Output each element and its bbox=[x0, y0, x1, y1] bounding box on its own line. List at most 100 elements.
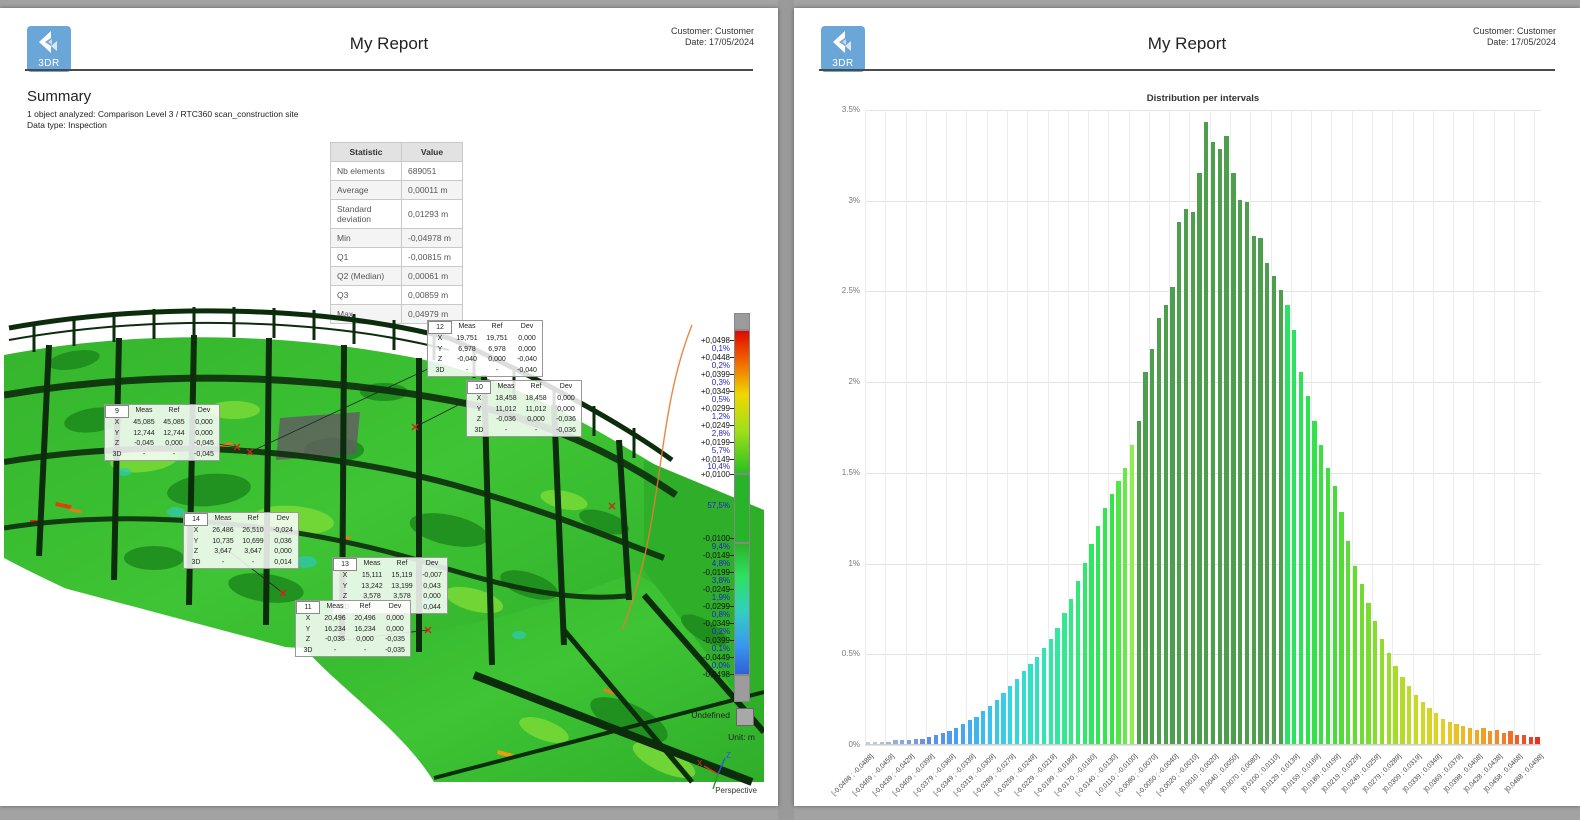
3dr-logo[interactable]: 3DR bbox=[27, 26, 71, 72]
histogram-bar[interactable] bbox=[954, 727, 959, 744]
histogram-bar[interactable] bbox=[1183, 208, 1189, 744]
histogram-bar[interactable] bbox=[1379, 638, 1385, 744]
histogram-bar[interactable] bbox=[1434, 713, 1439, 744]
histogram-bar[interactable] bbox=[1136, 421, 1141, 744]
histogram-bar[interactable] bbox=[900, 740, 905, 744]
histogram-bar[interactable] bbox=[1143, 372, 1148, 744]
histogram-bar[interactable] bbox=[1373, 620, 1378, 744]
histogram-bar[interactable] bbox=[1501, 733, 1506, 744]
histogram-bar[interactable] bbox=[1488, 731, 1493, 744]
histogram-bar[interactable] bbox=[1210, 141, 1216, 744]
histogram-bar[interactable] bbox=[1535, 736, 1540, 744]
histogram-bar[interactable] bbox=[1393, 666, 1398, 744]
histogram-bar[interactable] bbox=[1461, 725, 1466, 744]
histogram-bar[interactable] bbox=[1069, 598, 1074, 744]
histogram-bar[interactable] bbox=[1420, 702, 1425, 744]
histogram-bar[interactable] bbox=[1021, 671, 1026, 744]
histogram-bar[interactable] bbox=[1197, 172, 1202, 744]
histogram-bar[interactable] bbox=[1238, 199, 1243, 744]
histogram-bar[interactable] bbox=[1258, 237, 1263, 744]
histogram-bar[interactable] bbox=[1440, 718, 1446, 744]
histogram-bar[interactable] bbox=[1319, 444, 1324, 744]
histogram-bar[interactable] bbox=[927, 736, 932, 744]
histogram-bar[interactable] bbox=[1163, 304, 1168, 744]
annotation-box-11[interactable]: 11 Meas Ref Dev X 20,496 20,496 0,000 Y 16,234 16,… bbox=[295, 600, 411, 657]
histogram-bar[interactable] bbox=[1008, 685, 1013, 744]
histogram-bar[interactable] bbox=[1400, 676, 1405, 744]
annotation-box-12[interactable]: 12 Meas Ref Dev X 19,751 19,751 0,000 Y 6,978 6,97… bbox=[427, 320, 543, 377]
3dr-logo[interactable]: 3DR bbox=[821, 26, 865, 72]
histogram-bar[interactable] bbox=[1346, 540, 1351, 744]
histogram-bar[interactable] bbox=[1352, 566, 1358, 744]
histogram-bar[interactable] bbox=[866, 742, 871, 744]
histogram-bar[interactable] bbox=[1028, 664, 1033, 744]
histogram-bar[interactable] bbox=[1082, 562, 1087, 744]
histogram-bar[interactable] bbox=[1454, 724, 1459, 744]
histogram-bar[interactable] bbox=[913, 738, 918, 744]
histogram-bar[interactable] bbox=[1508, 731, 1513, 744]
histogram-bar[interactable] bbox=[1123, 468, 1128, 744]
histogram-bar[interactable] bbox=[886, 742, 891, 744]
histogram-bar[interactable] bbox=[1102, 508, 1108, 744]
histogram-bar[interactable] bbox=[1217, 148, 1223, 744]
histogram-bar[interactable] bbox=[1014, 678, 1020, 744]
histogram-bar[interactable] bbox=[1312, 421, 1317, 744]
histogram-bar[interactable] bbox=[974, 716, 979, 744]
histogram-bar[interactable] bbox=[933, 734, 939, 744]
histogram-bar[interactable] bbox=[981, 711, 986, 744]
histogram-bar[interactable] bbox=[1447, 722, 1452, 744]
histogram-bar[interactable] bbox=[1204, 121, 1209, 744]
histogram-bar[interactable] bbox=[1278, 290, 1283, 744]
histogram-bar[interactable] bbox=[940, 733, 945, 744]
histogram-bar[interactable] bbox=[1156, 317, 1162, 744]
histogram-bar[interactable] bbox=[1366, 602, 1371, 744]
3d-viewport[interactable] bbox=[4, 300, 764, 802]
histogram-bar[interactable] bbox=[1096, 526, 1101, 744]
histogram-bar[interactable] bbox=[987, 705, 993, 744]
histogram-bar[interactable] bbox=[1001, 693, 1006, 744]
histogram-bar[interactable] bbox=[1521, 734, 1527, 744]
histogram-bar[interactable] bbox=[1190, 212, 1195, 744]
histogram-bar[interactable] bbox=[1298, 372, 1304, 744]
histogram-bar[interactable] bbox=[879, 742, 885, 744]
histogram-bar[interactable] bbox=[1048, 638, 1054, 744]
histogram-bar[interactable] bbox=[1035, 656, 1040, 744]
histogram-bar[interactable] bbox=[1481, 727, 1486, 744]
histogram-bar[interactable] bbox=[1244, 201, 1250, 744]
histogram-bar[interactable] bbox=[1251, 236, 1256, 744]
histogram-bar[interactable] bbox=[1427, 707, 1432, 744]
histogram-bar[interactable] bbox=[1041, 647, 1047, 744]
histogram-bar[interactable] bbox=[1271, 275, 1277, 744]
histogram-bar[interactable] bbox=[1116, 480, 1121, 744]
annotation-box-10[interactable]: 10 Meas Ref Dev X 18,458 18,458 0,000 Y 11,012 11,… bbox=[466, 380, 582, 437]
histogram-bar[interactable] bbox=[1407, 685, 1412, 744]
histogram-bar[interactable] bbox=[947, 731, 952, 744]
histogram-bar[interactable] bbox=[994, 700, 999, 744]
histogram-bar[interactable] bbox=[1109, 493, 1114, 744]
annotation-box-14[interactable]: 14 Meas Ref Dev X 26,486 26,510 -0,024 Y 10,735 10… bbox=[183, 512, 299, 569]
histogram-bar[interactable] bbox=[1467, 727, 1473, 744]
histogram-bar[interactable] bbox=[1305, 395, 1310, 744]
histogram-bar[interactable] bbox=[960, 724, 966, 744]
histogram-bar[interactable] bbox=[1339, 511, 1344, 744]
histogram-bar[interactable] bbox=[1177, 221, 1182, 744]
histogram-bar[interactable] bbox=[1528, 736, 1533, 744]
histogram-bar[interactable] bbox=[1325, 468, 1331, 744]
annotation-box-9[interactable]: 9 Meas Ref Dev X 45,085 45,085 0,000 Y 12,744 12,7… bbox=[104, 404, 220, 461]
histogram-bar[interactable] bbox=[1170, 286, 1175, 744]
histogram-bar[interactable] bbox=[920, 738, 925, 744]
histogram-bar[interactable] bbox=[1265, 263, 1270, 744]
histogram-bar[interactable] bbox=[1089, 544, 1094, 744]
histogram-bar[interactable] bbox=[872, 742, 878, 744]
histogram-bar[interactable] bbox=[893, 740, 898, 744]
histogram-bar[interactable] bbox=[1062, 613, 1067, 744]
histogram-bar[interactable] bbox=[1359, 584, 1364, 744]
histogram-bar[interactable] bbox=[1285, 304, 1290, 744]
histogram-bar[interactable] bbox=[1386, 653, 1392, 744]
histogram-bar[interactable] bbox=[1494, 729, 1500, 744]
histogram-bar[interactable] bbox=[1332, 486, 1337, 744]
histogram-bar[interactable] bbox=[1075, 580, 1081, 744]
histogram-bar[interactable] bbox=[1055, 627, 1060, 744]
histogram-bar[interactable] bbox=[1129, 444, 1135, 744]
distribution-histogram[interactable]: [-0,0498 ; -0,0488] [-0,0469 ; -0,0459] [-… bbox=[831, 110, 1545, 797]
